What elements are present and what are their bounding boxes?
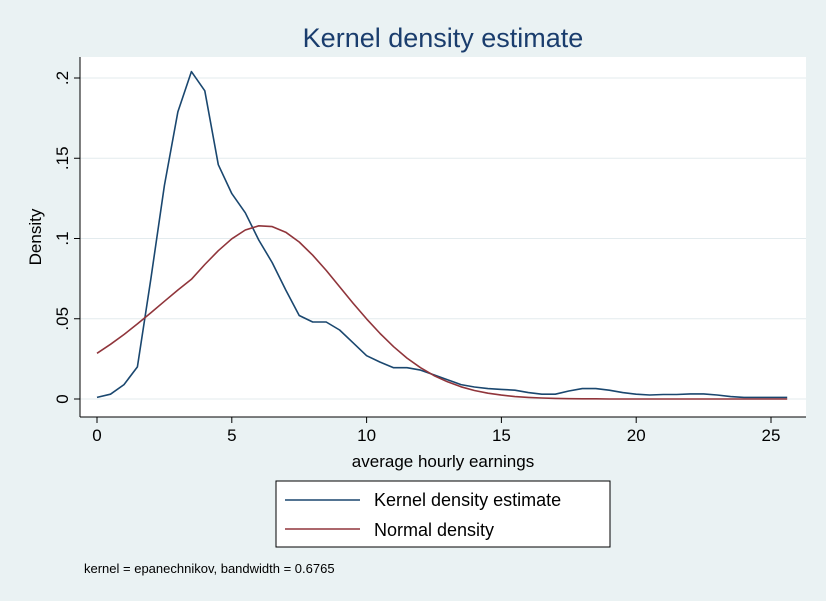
chart-title: Kernel density estimate (303, 23, 584, 53)
y-tick-label: 0 (53, 394, 72, 403)
x-tick-label: 5 (227, 426, 236, 445)
x-tick-label: 0 (92, 426, 101, 445)
y-tick-label: .05 (53, 307, 72, 331)
x-axis-title: average hourly earnings (352, 452, 534, 471)
x-tick-label: 10 (357, 426, 376, 445)
y-axis-title: Density (26, 208, 45, 265)
y-tick-label: .1 (53, 231, 72, 245)
legend-label-kde: Kernel density estimate (374, 490, 561, 510)
legend-box (275, 480, 611, 548)
x-tick-label: 20 (627, 426, 646, 445)
x-tick-label: 25 (762, 426, 781, 445)
axes: 0 .05 .1 .15 .2 0 5 10 15 20 25 (53, 57, 806, 445)
y-tick-label: .2 (53, 71, 72, 85)
chart-note: kernel = epanechnikov, bandwidth = 0.676… (84, 561, 335, 576)
kernel-density-line (96, 70, 788, 399)
legend-label-normal: Normal density (374, 520, 494, 540)
legend: Kernel density estimate Normal density (275, 480, 611, 548)
plot-area (80, 57, 806, 417)
series-lines (96, 70, 788, 400)
normal-density-line (96, 225, 788, 400)
x-tick-label: 15 (492, 426, 511, 445)
y-tick-label: .15 (53, 146, 72, 170)
